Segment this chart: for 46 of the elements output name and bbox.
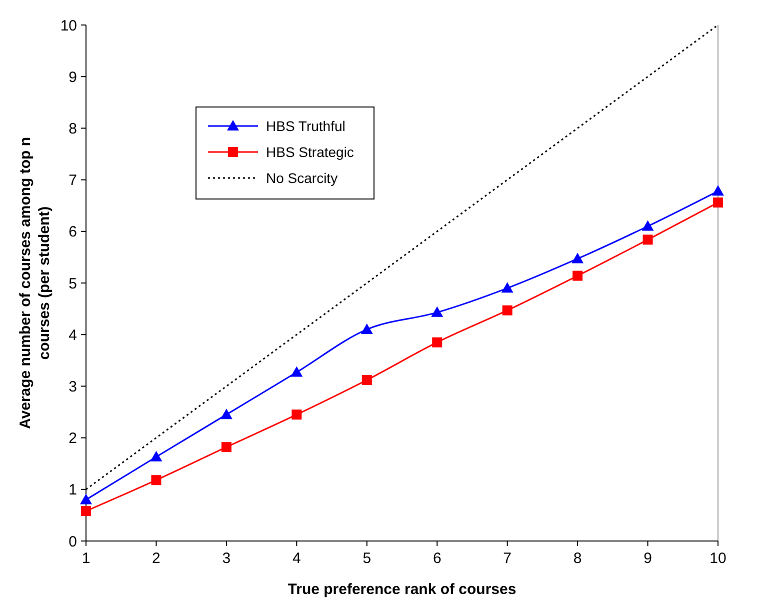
legend-label: HBS Truthful (266, 118, 346, 134)
legend-label: No Scarcity (266, 170, 338, 186)
point (81, 506, 91, 516)
y-tick-label: 1 (68, 482, 77, 499)
point (642, 220, 654, 231)
point (713, 198, 723, 208)
point (221, 442, 232, 452)
point (292, 410, 302, 420)
point (712, 185, 724, 196)
point (150, 450, 162, 462)
x-tick-label: 3 (222, 550, 231, 567)
point (432, 337, 442, 348)
point (290, 366, 303, 377)
point (572, 270, 583, 281)
point (642, 234, 653, 245)
x-tick-label: 10 (710, 550, 726, 567)
y-tick-label: 8 (68, 120, 77, 138)
y-tick-label: 2 (68, 430, 77, 448)
x-axis-title: True preference rank of courses (288, 581, 516, 598)
y-tick-label: 7 (68, 172, 77, 190)
x-tick-label: 4 (292, 550, 301, 567)
y-tick-label: 9 (68, 68, 77, 86)
point (220, 408, 232, 420)
point (362, 375, 372, 386)
y-tick-label: 3 (68, 378, 77, 396)
x-tick-label: 2 (152, 550, 160, 567)
y-tick-label: 4 (68, 326, 77, 344)
x-tick-label: 7 (503, 550, 512, 567)
point (572, 252, 584, 264)
point (431, 306, 444, 317)
legend-label: HBS Strategic (266, 144, 354, 160)
point (501, 282, 514, 293)
y-tick-label: 5 (68, 275, 77, 292)
x-tick-label: 5 (362, 550, 372, 567)
point (502, 305, 512, 316)
y-tick-label: 6 (68, 224, 77, 241)
y-tick-label: 0 (68, 533, 77, 550)
x-tick-label: 9 (644, 550, 652, 567)
x-tick-label: 6 (432, 550, 442, 567)
point (360, 323, 373, 334)
point (80, 494, 92, 504)
point (151, 475, 162, 486)
x-tick-label: 8 (573, 550, 582, 567)
y-tick-label: 10 (60, 17, 77, 34)
x-tick-label: 1 (82, 550, 90, 567)
y-axis-title: Average number of courses among top n courses (per student) (17, 137, 53, 429)
